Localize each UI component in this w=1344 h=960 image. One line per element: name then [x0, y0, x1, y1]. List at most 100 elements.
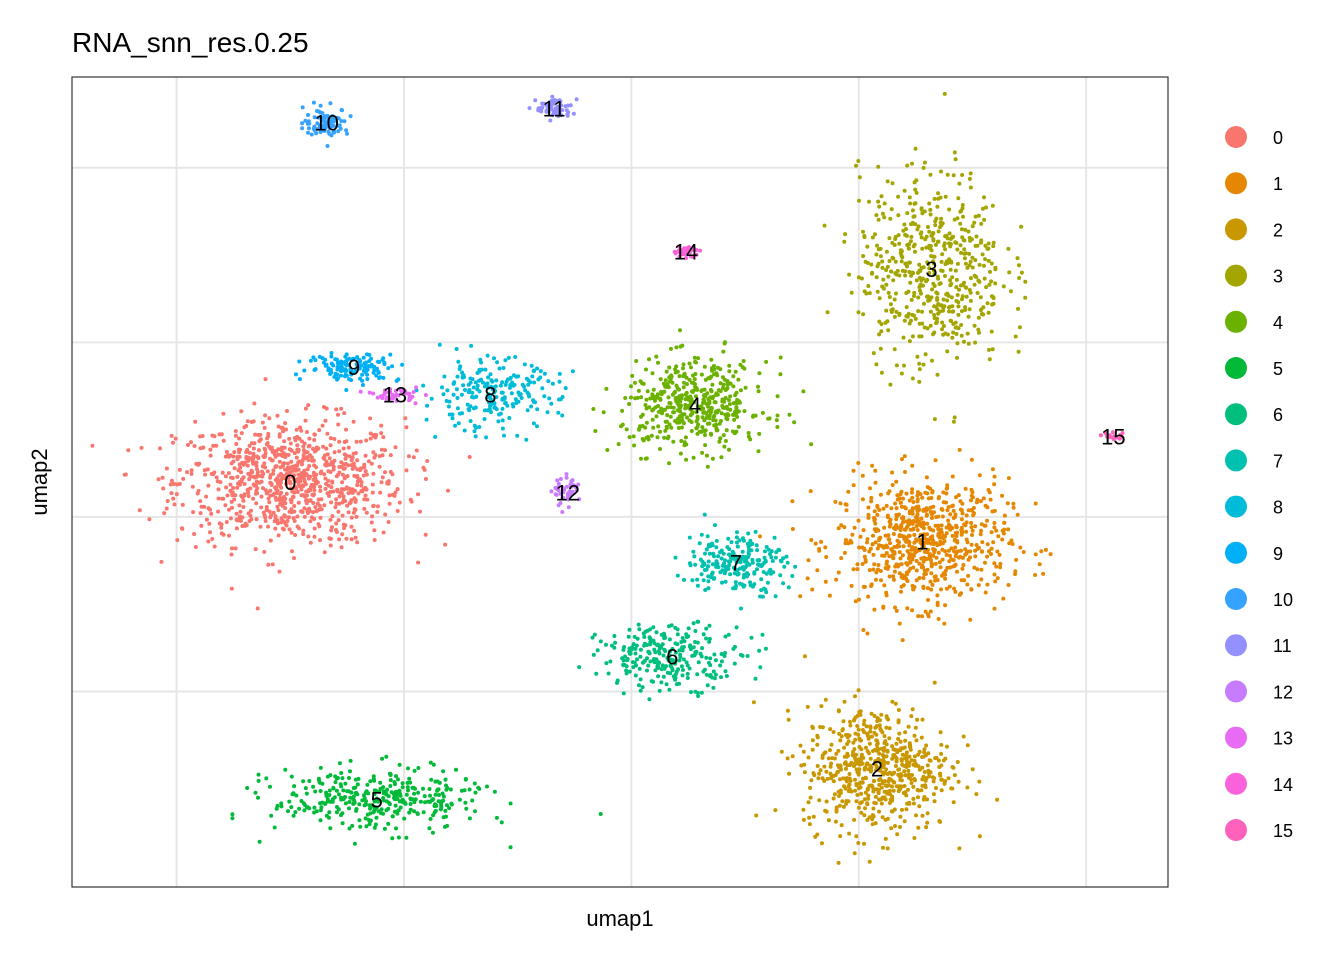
point [659, 392, 664, 397]
point [961, 238, 966, 242]
point [891, 577, 896, 582]
point [861, 229, 865, 234]
point [266, 562, 271, 567]
point [497, 366, 502, 371]
point [902, 819, 907, 824]
point [824, 809, 829, 814]
point [856, 770, 861, 775]
point [673, 625, 678, 630]
point [877, 332, 882, 337]
point [286, 452, 291, 457]
point [888, 541, 892, 546]
point [966, 314, 971, 319]
point [549, 401, 554, 406]
point [653, 650, 658, 655]
point [679, 439, 684, 443]
point [975, 546, 980, 551]
point [970, 265, 975, 270]
point [890, 744, 895, 749]
point [716, 388, 721, 393]
point [701, 632, 706, 637]
point [916, 795, 920, 800]
point [921, 576, 926, 580]
point [386, 520, 391, 524]
point [623, 396, 628, 400]
point [329, 370, 334, 375]
point [554, 107, 558, 112]
point [258, 524, 263, 529]
point [465, 402, 470, 407]
point [753, 413, 758, 418]
point [198, 434, 203, 439]
point [289, 459, 294, 464]
point [880, 211, 885, 216]
point [900, 752, 905, 757]
point [695, 672, 700, 677]
point [867, 859, 872, 864]
point [354, 362, 359, 367]
point [651, 625, 656, 630]
point [639, 395, 644, 400]
point [714, 538, 719, 543]
point [872, 714, 877, 718]
point [889, 826, 894, 831]
point [717, 439, 722, 444]
point [947, 584, 952, 589]
point [372, 455, 377, 460]
point [681, 362, 686, 367]
point [356, 491, 361, 496]
point [868, 486, 872, 491]
point [615, 678, 620, 683]
point [156, 477, 161, 482]
point [984, 285, 989, 290]
point [946, 776, 951, 781]
cluster-label-9: 9 [348, 355, 360, 380]
point [823, 579, 828, 584]
point [621, 691, 626, 696]
point [162, 511, 167, 516]
point [352, 507, 357, 512]
point [684, 660, 689, 665]
point [890, 307, 895, 312]
point [885, 760, 890, 765]
point [663, 419, 668, 424]
point [631, 434, 636, 439]
point [753, 529, 758, 534]
point [953, 589, 958, 594]
point [979, 528, 984, 533]
point [293, 468, 298, 473]
point [692, 355, 697, 360]
point [300, 459, 305, 463]
point [273, 495, 278, 500]
point [282, 439, 287, 444]
point [903, 273, 908, 278]
point [345, 503, 350, 508]
point [316, 115, 321, 120]
point [671, 674, 676, 679]
point [635, 395, 640, 400]
point [876, 164, 881, 169]
point [664, 682, 669, 687]
point [256, 455, 261, 460]
point [361, 355, 366, 360]
point [339, 797, 344, 802]
point [842, 550, 847, 555]
point [702, 418, 707, 423]
point [395, 487, 400, 492]
point [944, 552, 949, 557]
point [954, 495, 958, 500]
point [215, 479, 220, 484]
point [499, 390, 504, 395]
point [718, 381, 723, 386]
point [733, 585, 737, 590]
point [917, 749, 922, 754]
point [485, 353, 490, 358]
point [510, 380, 515, 385]
point [181, 476, 186, 481]
point [379, 431, 384, 436]
point [915, 717, 920, 722]
point [342, 119, 347, 124]
point [299, 487, 304, 492]
